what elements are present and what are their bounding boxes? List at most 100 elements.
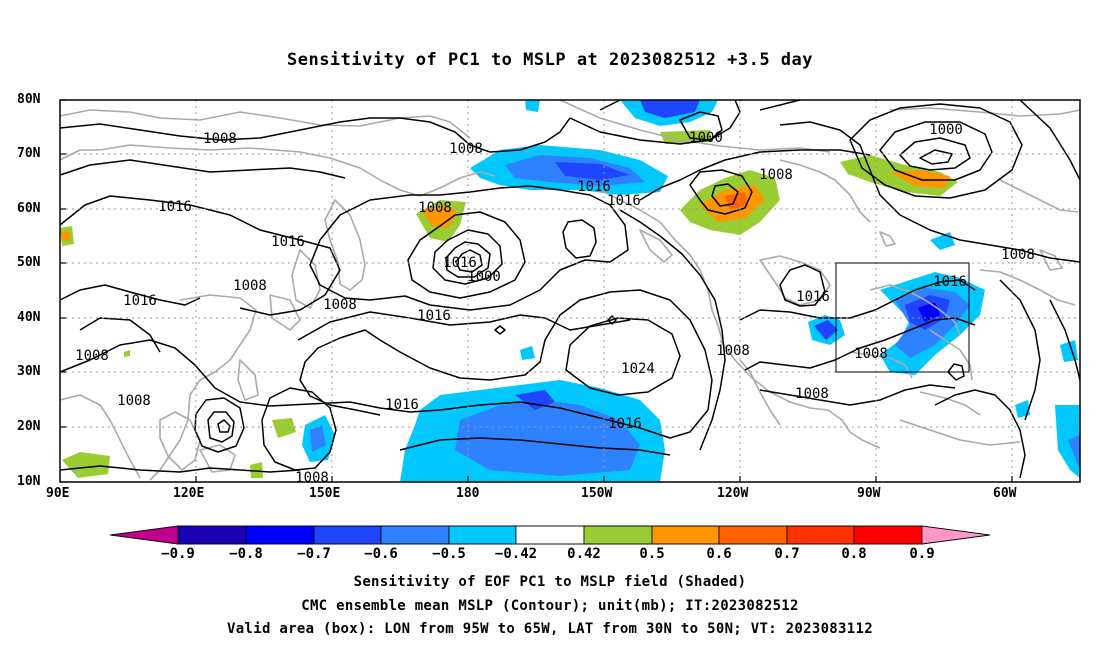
lat-label-70n: 70N bbox=[17, 146, 41, 161]
shade-patch bbox=[520, 346, 535, 360]
contour-label: 1008 bbox=[75, 348, 109, 364]
caption-line-2: CMC ensemble mean MSLP (Contour); unit(m… bbox=[301, 598, 799, 614]
lon-label-180: 180 bbox=[456, 486, 480, 501]
colorbar-segment bbox=[583, 525, 653, 545]
lon-label-120e: 120E bbox=[173, 486, 205, 501]
contour-line bbox=[619, 209, 726, 451]
colorbar-segment bbox=[651, 525, 720, 545]
coastline bbox=[59, 394, 141, 479]
coastline bbox=[899, 419, 1021, 446]
coastline bbox=[929, 329, 973, 381]
colorbar-label: 0.6 bbox=[706, 546, 731, 562]
shade-patch bbox=[272, 418, 296, 438]
caption-line-3: Valid area (box): LON from 95W to 65W, L… bbox=[227, 621, 873, 637]
colorbar-outline bbox=[109, 525, 991, 545]
shade-patch bbox=[422, 205, 458, 228]
coastline bbox=[324, 199, 366, 291]
shade-patch bbox=[455, 400, 640, 476]
shade-patch bbox=[1015, 400, 1030, 418]
contour-line bbox=[739, 279, 976, 321]
lon-label-90e: 90E bbox=[46, 486, 70, 501]
contour-label: 1008 bbox=[854, 346, 888, 362]
contour-line bbox=[79, 317, 161, 353]
coastline bbox=[779, 159, 871, 223]
contour-label: 1016 bbox=[933, 274, 967, 290]
lat-label-20n: 20N bbox=[17, 419, 41, 434]
shade-patch bbox=[310, 425, 326, 452]
contour-line bbox=[1049, 299, 1081, 381]
colorbar-segment bbox=[448, 525, 517, 545]
valid-area-box bbox=[835, 262, 970, 373]
contour-line bbox=[309, 185, 629, 311]
contour-label: 1008 bbox=[295, 470, 329, 486]
contour-line bbox=[207, 411, 235, 443]
shade-patch bbox=[62, 452, 110, 478]
contour-line bbox=[494, 325, 506, 335]
contour-label: 1008 bbox=[117, 393, 151, 409]
contour-line bbox=[947, 363, 965, 381]
contour-label: 1008 bbox=[795, 386, 829, 402]
contour-line bbox=[679, 111, 723, 141]
axis-ticks bbox=[60, 99, 1013, 482]
contour-line bbox=[607, 315, 617, 325]
contour-label: 1008 bbox=[418, 200, 452, 216]
contour-label: 1008 bbox=[716, 343, 750, 359]
contour-line bbox=[689, 169, 753, 215]
contour-line bbox=[759, 99, 1081, 263]
shade-patch bbox=[660, 130, 712, 144]
lat-label-40n: 40N bbox=[17, 310, 41, 325]
colorbar-low-arrow bbox=[109, 525, 179, 545]
colorbar-segment bbox=[245, 525, 315, 545]
shade-patch bbox=[250, 462, 263, 478]
contour-line bbox=[999, 279, 1041, 421]
contour-line bbox=[711, 183, 739, 207]
contour-label: 1016 bbox=[417, 308, 451, 324]
contour-label: 1016 bbox=[577, 179, 611, 195]
coastline bbox=[919, 391, 981, 416]
contour-line bbox=[919, 149, 953, 165]
contour-label: 1016 bbox=[123, 293, 157, 309]
contour-line bbox=[759, 384, 956, 406]
contour-line bbox=[59, 284, 201, 306]
coastline bbox=[999, 179, 1079, 213]
colorbar-label: −0.42 bbox=[495, 546, 537, 562]
lon-label-90w: 90W bbox=[857, 486, 881, 501]
coastline bbox=[979, 269, 1076, 306]
colorbar-label: −0.7 bbox=[297, 546, 331, 562]
coastline bbox=[599, 189, 723, 341]
colorbar-segment bbox=[515, 525, 585, 545]
contour-label: 1008 bbox=[449, 141, 483, 157]
contour-line bbox=[261, 387, 337, 471]
colorbar-label: −0.8 bbox=[229, 546, 263, 562]
contour-label: 1016 bbox=[443, 255, 477, 271]
colorbar-label: −0.9 bbox=[161, 546, 195, 562]
coastline bbox=[149, 294, 257, 481]
contour-line bbox=[1019, 99, 1081, 181]
coastline bbox=[739, 359, 781, 426]
contour-line bbox=[849, 103, 1023, 199]
contour-line bbox=[59, 117, 571, 153]
contour-label: 1000 bbox=[929, 122, 963, 138]
shade-patch bbox=[61, 231, 70, 241]
colorbar-segment bbox=[786, 525, 855, 545]
contour-line bbox=[569, 99, 741, 145]
coastline bbox=[159, 411, 201, 471]
contour-label: 1016 bbox=[158, 199, 192, 215]
lat-label-80n: 80N bbox=[17, 92, 41, 107]
lon-label-60w: 60W bbox=[993, 486, 1017, 501]
coastline bbox=[559, 99, 831, 153]
colorbar-label: 0.5 bbox=[639, 546, 664, 562]
shade-patch bbox=[1068, 435, 1080, 470]
colorbar-label: −0.6 bbox=[364, 546, 398, 562]
coastline bbox=[291, 249, 321, 309]
lon-label-120w: 120W bbox=[717, 486, 749, 501]
contour-line bbox=[445, 241, 491, 278]
contour-line bbox=[59, 195, 341, 316]
lat-label-30n: 30N bbox=[17, 364, 41, 379]
contour-line bbox=[297, 311, 631, 341]
contour-label: 1016 bbox=[271, 234, 305, 250]
shade-patch bbox=[814, 320, 838, 340]
colorbar-label: 0.42 bbox=[567, 546, 601, 562]
coastline bbox=[889, 107, 1081, 117]
